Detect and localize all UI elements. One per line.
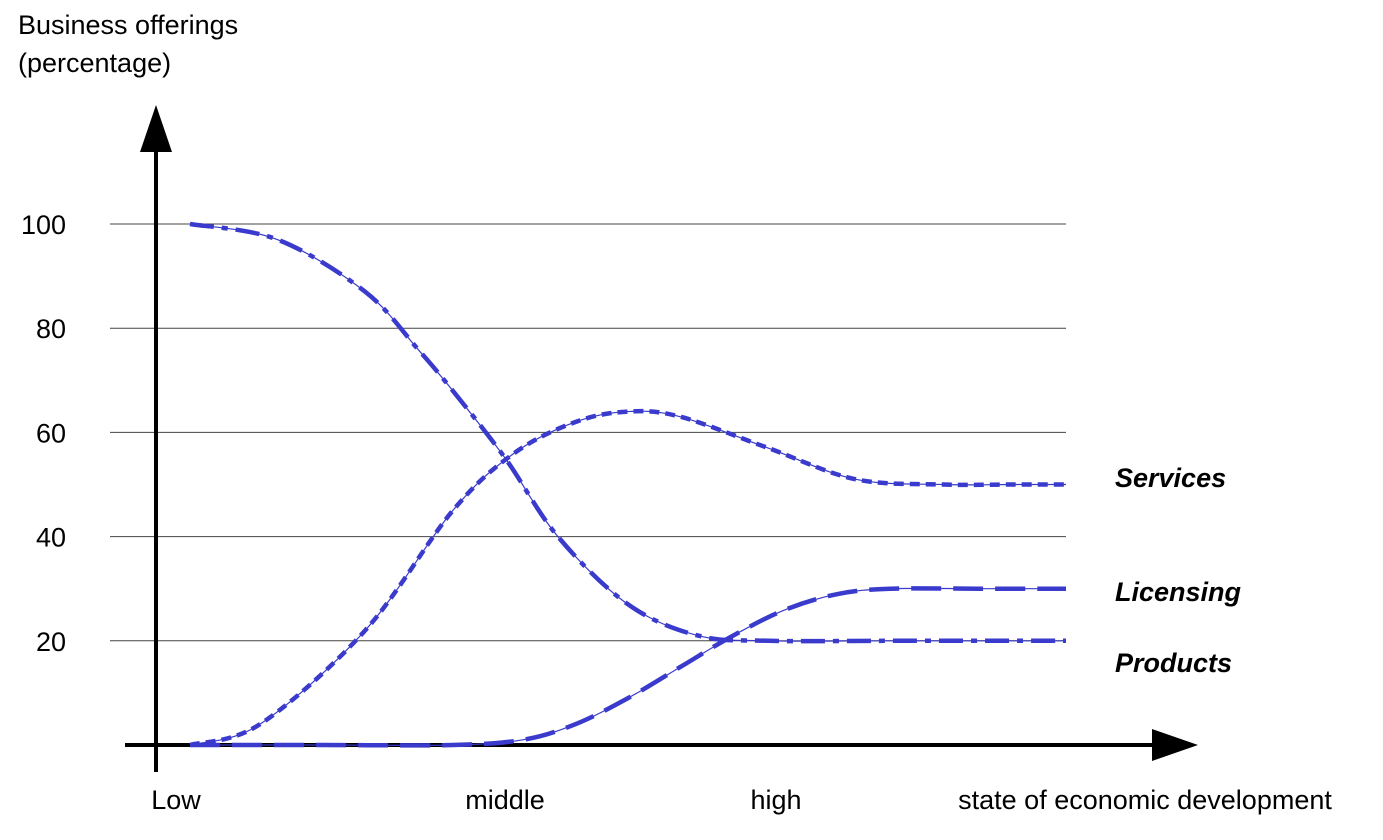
x-tick-label: high [750,785,801,815]
y-axis-title-line1: Business offerings [18,10,239,40]
series-label-licensing: Licensing [1115,577,1242,607]
y-tick-label: 80 [36,314,66,344]
x-axis-title: state of economic development [958,785,1332,815]
series-label-services: Services [1115,463,1226,493]
series-line-licensing [190,586,1066,748]
x-tick-labels: state of economic development Low middle h… [151,785,1332,815]
series-line-services [189,408,1066,748]
x-axis-arrowhead [1152,729,1198,761]
x-tick-label: Low [151,785,201,815]
x-tick-label: middle [465,785,545,815]
grid [110,223,1066,642]
y-axis-title-line2: (percentage) [18,48,172,78]
y-tick-label: 40 [36,523,66,553]
y-tick-labels: 20 40 60 80 100 [21,210,66,657]
series-line-products-thin [189,223,1066,642]
series-line-services-thin [189,410,1066,746]
y-tick-label: 100 [21,210,66,240]
series-labels: Services Licensing Products [1115,463,1242,678]
y-axis-arrowhead [140,105,172,152]
axes [125,105,1198,772]
series [189,221,1066,748]
series-line-licensing-thin [190,587,1066,746]
y-tick-label: 60 [36,418,66,448]
y-tick-label: 20 [36,627,66,657]
series-label-products: Products [1115,648,1232,678]
y-axis-title: Business offerings (percentage) [18,6,238,82]
